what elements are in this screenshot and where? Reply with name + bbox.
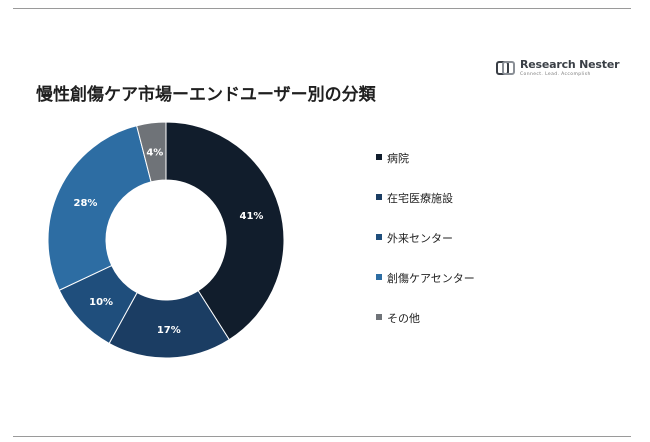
legend-label: 病院 <box>387 152 409 165</box>
slice-data-label-1: 41% <box>239 211 263 222</box>
legend-swatch <box>376 234 382 240</box>
donut-slice-1 <box>165 121 285 341</box>
legend-swatch <box>376 274 382 280</box>
legend-swatch <box>376 154 382 160</box>
legend-label: その他 <box>387 312 420 325</box>
slice-data-label-3: 10% <box>89 297 113 308</box>
slice-data-label-2: 17% <box>157 325 181 336</box>
logo-icon <box>496 61 515 75</box>
donut-slice-5 <box>136 121 167 183</box>
legend-label: 外来センター <box>387 232 453 245</box>
logo-tagline: Connect. Lead. Accomplish <box>520 72 591 77</box>
logo-name: Research Nester <box>520 58 620 71</box>
donut-slice-4 <box>47 125 152 291</box>
chart-title: 慢性創傷ケア市場ーエンドユーザー別の分類 <box>36 85 376 105</box>
slice-data-label-5: 4% <box>146 148 163 159</box>
legend-label: 在宅医療施設 <box>387 192 453 205</box>
legend-swatch <box>376 314 382 320</box>
research-nester-logo: Research Nester Connect. Lead. Accomplis… <box>496 58 620 80</box>
legend-label: 創傷ケアセンター <box>387 272 475 285</box>
legend-swatch <box>376 194 382 200</box>
top-divider <box>13 8 631 9</box>
bottom-divider <box>13 436 631 437</box>
slice-data-label-4: 28% <box>74 198 98 209</box>
